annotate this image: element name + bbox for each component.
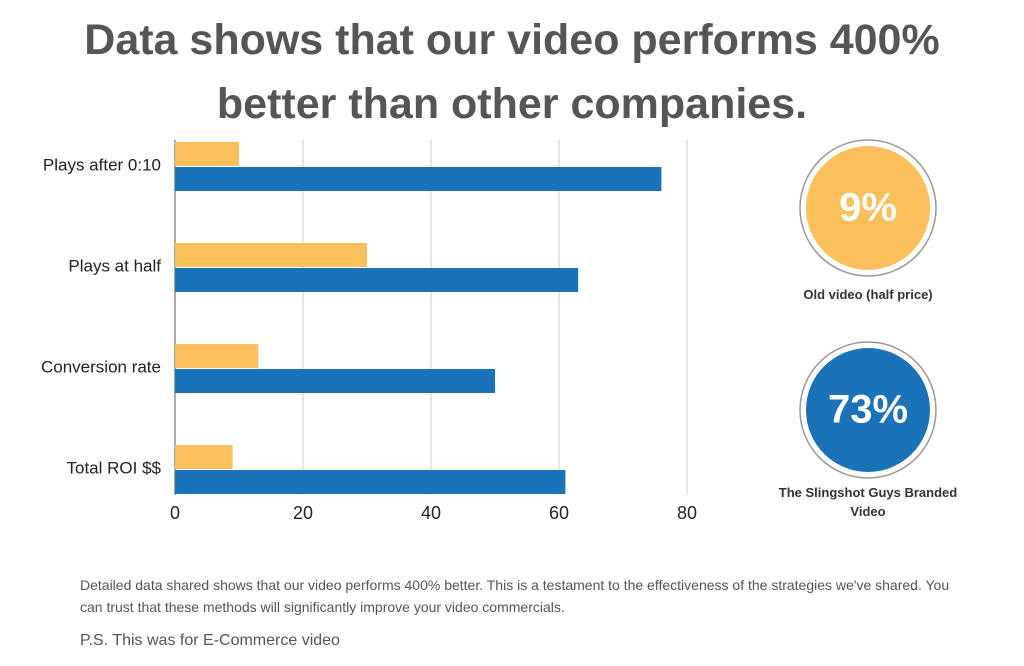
bar	[175, 167, 662, 191]
x-tick-label: 80	[677, 503, 697, 523]
x-tick-label: 40	[421, 503, 441, 523]
x-tick-label: 60	[549, 503, 569, 523]
badge-label: 73%	[828, 388, 908, 432]
y-tick-label: Plays at half	[68, 256, 161, 275]
bar	[175, 369, 495, 393]
x-tick-label: 20	[293, 503, 313, 523]
bar	[175, 142, 239, 166]
note: P.S. This was for E-Commerce video	[80, 632, 340, 649]
bar	[175, 268, 579, 292]
y-tick-label: Plays after 0:10	[43, 155, 161, 174]
bar	[175, 344, 259, 368]
bar	[175, 445, 233, 469]
y-tick-label: Conversion rate	[41, 357, 161, 376]
title: Data shows that our video performs 400% …	[84, 16, 940, 128]
legend-label: The Slingshot Guys Branded Video	[778, 485, 958, 519]
bar	[175, 243, 367, 267]
badge	[806, 348, 930, 472]
badge	[806, 146, 930, 270]
x-tick-label: 0	[170, 503, 180, 523]
badge-label: 9%	[839, 186, 897, 230]
bar	[175, 470, 566, 494]
description: Detailed data shared shows that our vide…	[80, 577, 950, 615]
legend-label: Old video (half price)	[803, 287, 933, 302]
y-tick-label: Total ROI $$	[67, 458, 162, 477]
